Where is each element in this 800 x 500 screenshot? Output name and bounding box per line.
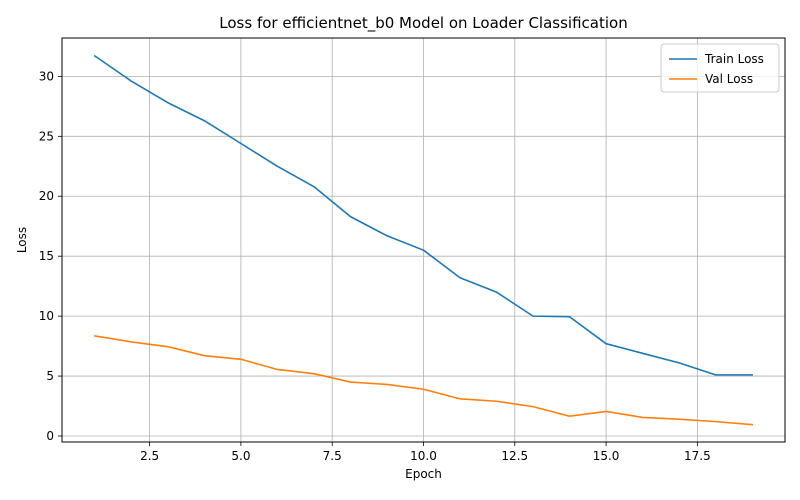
- x-tick-label: 5.0: [231, 449, 250, 463]
- legend-label: Val Loss: [705, 72, 753, 86]
- y-tick-label: 5: [46, 369, 54, 383]
- x-tick-label: 10.0: [410, 449, 437, 463]
- x-tick-label: 17.5: [684, 449, 711, 463]
- y-tick-label: 20: [39, 189, 54, 203]
- y-axis-ticks: 0 5 10 15 20 25 30: [39, 69, 62, 443]
- legend: Train Loss Val Loss: [660, 43, 780, 93]
- y-tick-label: 15: [39, 249, 54, 263]
- x-tick-label: 2.5: [140, 449, 159, 463]
- y-tick-label: 30: [39, 69, 54, 83]
- x-tick-label: 7.5: [323, 449, 342, 463]
- y-axis-label: Loss: [15, 227, 29, 253]
- y-tick-label: 25: [39, 129, 54, 143]
- legend-box: [660, 43, 780, 93]
- grid-lines: [62, 38, 785, 442]
- x-axis-ticks: 2.5 5.0 7.5 10.0 12.5 15.0 17.5: [140, 442, 711, 463]
- train-loss-line: [93, 54, 753, 376]
- x-tick-label: 12.5: [501, 449, 528, 463]
- val-loss-line: [93, 334, 754, 426]
- y-tick-label: 10: [39, 309, 54, 323]
- series-lines: [93, 54, 754, 426]
- legend-label: Train Loss: [704, 52, 764, 66]
- x-axis-label: Epoch: [405, 467, 442, 481]
- y-tick-label: 0: [46, 429, 54, 443]
- chart-title: Loss for efficientnet_b0 Model on Loader…: [219, 14, 627, 33]
- x-tick-label: 15.0: [593, 449, 620, 463]
